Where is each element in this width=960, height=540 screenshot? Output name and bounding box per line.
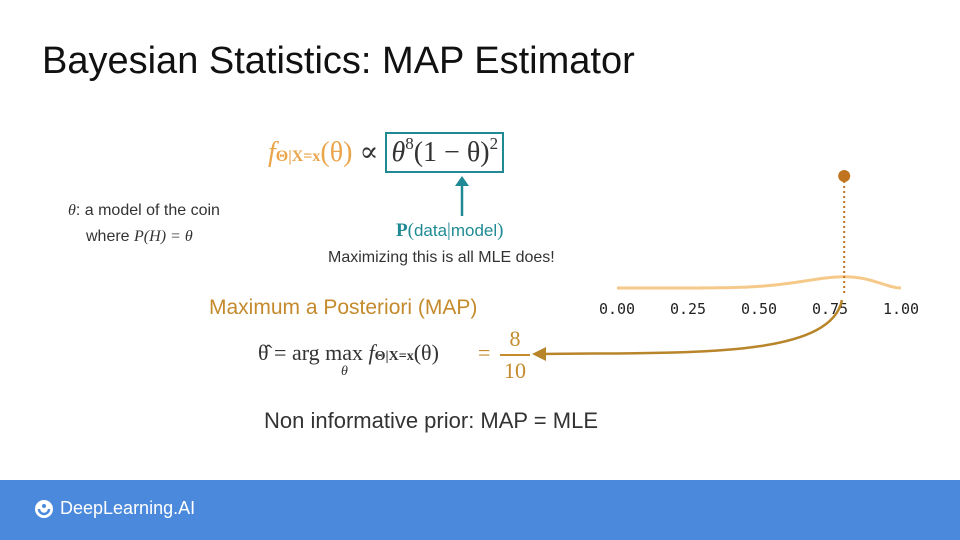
propto-symbol: ∝ <box>359 137 379 168</box>
footer-bar <box>0 480 960 540</box>
argmax-formula: θ̂ = arg max θ fΘ|X=x(θ) <box>258 340 439 379</box>
brand-name: DeepLearning.AI <box>60 498 196 518</box>
posterior-curve <box>617 275 902 290</box>
likelihood-box: θ8(1 − θ)2 <box>385 132 505 173</box>
x-tick-label: 0.75 <box>812 300 848 318</box>
non-informative-note: Non informative prior: MAP = MLE <box>264 408 598 433</box>
equals-sign: = <box>478 340 491 365</box>
deeplearning-logo-icon <box>35 499 53 518</box>
x-tick-label: 0.00 <box>599 300 635 318</box>
posterior-chart: 0.00 0.25 0.50 0.75 1.00 <box>599 170 919 318</box>
x-tick-label: 0.50 <box>741 300 777 318</box>
likelihood-label: P(data|model) <box>396 220 504 241</box>
likelihood-arrow <box>455 176 469 216</box>
theta-definition: θ: a model of the coin where P(H) = θ <box>68 202 220 245</box>
page-title: Bayesian Statistics: MAP Estimator <box>42 40 635 82</box>
max-point <box>838 170 851 182</box>
map-title: Maximum a Posteriori (MAP) <box>209 296 478 319</box>
x-tick-label: 0.25 <box>670 300 706 318</box>
map-fraction: 8 10 <box>500 326 530 384</box>
mle-note: Maximizing this is all MLE does! <box>328 249 555 266</box>
brand-logo: DeepLearning.AI <box>34 498 195 519</box>
posterior-lhs: fΘ|X=x(θ) <box>268 137 353 168</box>
x-tick-label: 1.00 <box>883 300 919 318</box>
posterior-formula: fΘ|X=x(θ) ∝ θ8(1 − θ)2 <box>268 132 505 173</box>
